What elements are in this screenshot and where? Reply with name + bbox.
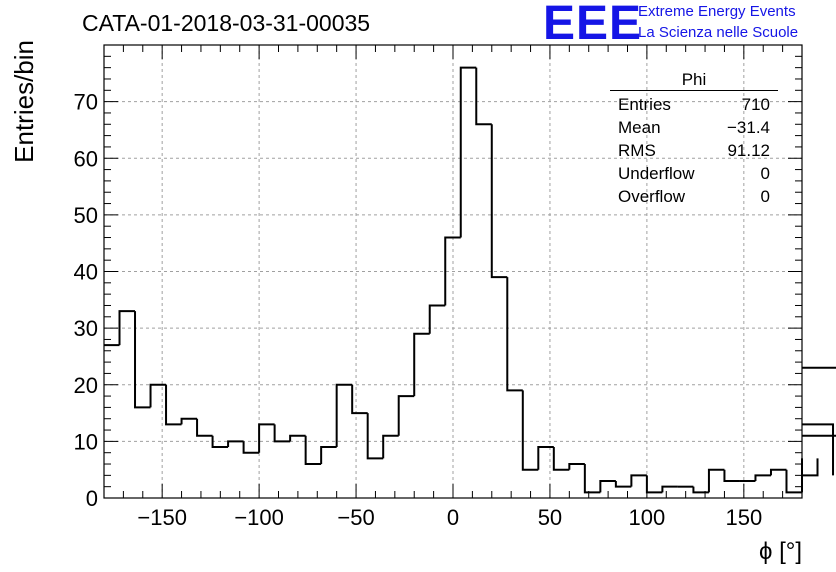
- histogram-bin: [537, 446, 554, 470]
- histogram-step-layer: [104, 66, 836, 494]
- histogram-bin: [180, 417, 198, 425]
- histogram-bin: [490, 124, 508, 279]
- histogram-bin: [413, 332, 430, 397]
- histogram-bin: [320, 446, 337, 465]
- stats-divider: [610, 90, 778, 91]
- histogram-bin: [769, 468, 787, 476]
- histogram-bin: [134, 311, 151, 409]
- histogram-bin: [785, 469, 802, 494]
- x-tick-label: −50: [337, 505, 374, 530]
- histogram-bin: [723, 469, 740, 483]
- histogram-bin: [521, 390, 539, 471]
- histogram-bin: [289, 434, 306, 442]
- stats-label: RMS: [618, 141, 656, 160]
- stats-label: Entries: [618, 95, 671, 114]
- stats-value: 0: [760, 164, 770, 183]
- histogram-bin: [661, 485, 678, 493]
- y-tick-label: 60: [74, 146, 98, 171]
- y-axis-label: Entries/bin: [9, 40, 39, 163]
- histogram-bin: [568, 463, 585, 470]
- histogram-bin: [428, 304, 446, 334]
- histogram-bin: [227, 440, 244, 448]
- histogram-bin: [802, 366, 836, 369]
- histogram-bin: [351, 384, 368, 415]
- histogram-bin: [335, 383, 353, 448]
- x-tick-label: −150: [137, 505, 187, 530]
- histogram-bin: [366, 413, 384, 460]
- y-tick-label: 50: [74, 203, 98, 228]
- statistics-box: Phi Entries 710 Mean −31.4 RMS 91.12 Und…: [610, 70, 778, 208]
- stats-row-rms: RMS 91.12: [610, 139, 778, 162]
- stats-label: Mean: [618, 118, 661, 137]
- histogram-bin: [242, 441, 260, 454]
- logo-caption-line1: Extreme Energy Events: [638, 3, 796, 20]
- x-axis-label: ϕ [°]: [759, 538, 802, 565]
- histogram-bin: [802, 434, 836, 437]
- histogram-bin: [552, 447, 570, 471]
- stats-value: 710: [741, 95, 770, 114]
- logo-caption-line2: La Scienza nelle Scuole: [638, 24, 799, 41]
- x-tick-label: 100: [629, 505, 666, 530]
- y-tick-label: 0: [86, 486, 98, 511]
- stats-row-underflow: Underflow 0: [610, 162, 778, 185]
- stats-row-entries: Entries 710: [610, 93, 778, 116]
- histogram-bin: [645, 475, 663, 494]
- x-tick-label: −100: [234, 505, 284, 530]
- y-tick-label: 20: [74, 373, 98, 398]
- stats-title: Phi: [681, 70, 707, 89]
- histogram-bin: [382, 434, 399, 459]
- histogram-bin: [118, 310, 136, 346]
- stats-value: −31.4: [726, 118, 770, 137]
- histogram-bin: [258, 423, 275, 453]
- x-tick-label: 50: [538, 505, 562, 530]
- histogram-bin: [273, 424, 291, 443]
- histogram-bin: [692, 486, 709, 494]
- histogram-bin: [459, 66, 477, 238]
- histogram-bin: [599, 480, 616, 493]
- histogram-bin: [397, 395, 415, 436]
- run-title: CATA-01-2018-03-31-00035: [82, 10, 371, 36]
- histogram-bin: [802, 458, 819, 477]
- x-tick-label: 0: [447, 505, 459, 530]
- histogram-bin: [196, 418, 213, 437]
- histogram-bin: [506, 277, 523, 392]
- y-tick-label: 40: [74, 260, 98, 285]
- histogram-bin: [614, 481, 632, 488]
- eee-logo-mark: EEE: [543, 0, 643, 50]
- histogram-bin: [444, 236, 461, 306]
- histogram-bin: [583, 464, 601, 494]
- histogram-bin: [630, 474, 647, 487]
- axis-layer: −150 −100 −50 0 50 100 150 0 10 20 30 40 50 60 70: [74, 44, 803, 530]
- histogram-bin: [754, 474, 771, 482]
- histogram-bin: [165, 384, 182, 426]
- grid-lines: [104, 45, 802, 498]
- histogram-bin: [149, 383, 167, 408]
- stats-value: 91.12: [727, 141, 770, 160]
- stats-label: Underflow: [618, 164, 695, 183]
- histogram-bin: [304, 435, 322, 466]
- histogram-bin: [802, 423, 835, 476]
- x-tick-label: 150: [725, 505, 762, 530]
- histogram-bin: [475, 67, 492, 126]
- stats-row-mean: Mean −31.4: [610, 116, 778, 139]
- stats-label: Overflow: [618, 187, 686, 206]
- histogram-bin: [211, 435, 229, 449]
- stats-row-overflow: Overflow 0: [610, 185, 778, 208]
- y-tick-label: 70: [74, 90, 98, 115]
- histogram-bin: [707, 468, 725, 493]
- y-tick-label: 30: [74, 316, 98, 341]
- y-tick-label: 10: [74, 429, 98, 454]
- stats-value: 0: [760, 187, 770, 206]
